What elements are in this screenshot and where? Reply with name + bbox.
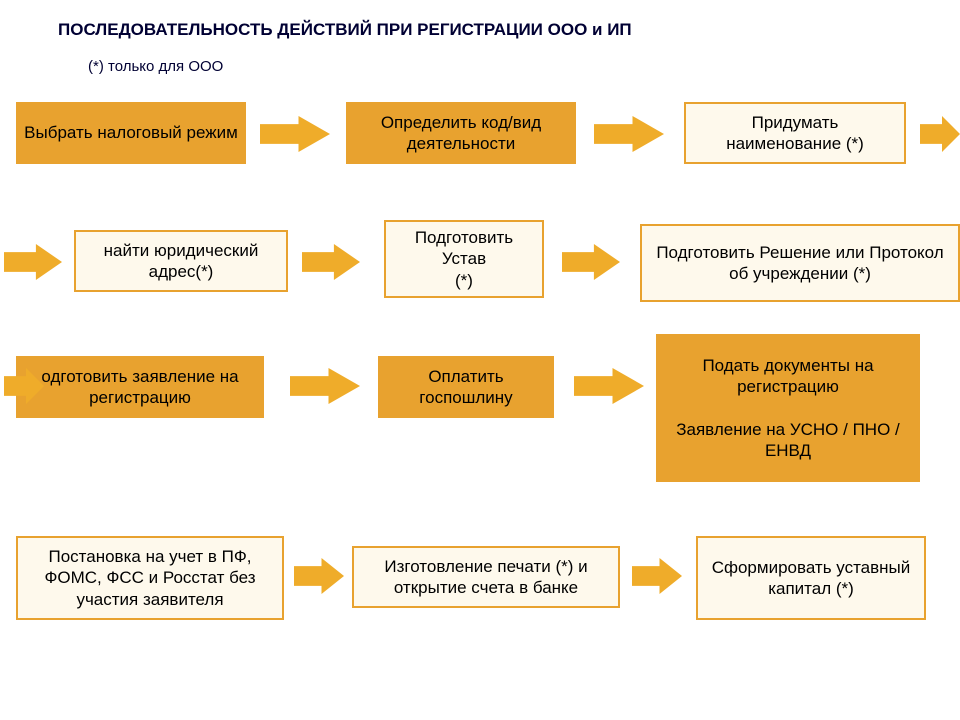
arrow-right-icon (920, 116, 960, 152)
flow-box-label: Придумать наименование (*) (692, 112, 898, 155)
flow-box-b8: Оплатить госпошлину (378, 356, 554, 418)
arrow-right-icon (594, 116, 664, 152)
flow-box-b1: Выбрать налоговый режим (16, 102, 246, 164)
flow-box-b9: Подать документы на регистрацию Заявлени… (656, 334, 920, 482)
flow-box-label: Постановка на учет в ПФ, ФОМС, ФСС и Рос… (24, 546, 276, 610)
flow-box-b5: Подготовить Устав (*) (384, 220, 544, 298)
arrow-right-icon (4, 368, 44, 404)
flow-box-label: Сформировать уставный капитал (*) (704, 557, 918, 600)
flow-box-label: Оплатить госпошлину (384, 366, 548, 409)
flow-box-label: Выбрать налоговый режим (24, 122, 238, 143)
flow-box-label: одготовить заявление на регистрацию (22, 366, 258, 409)
diagram-subtitle: (*) только для ООО (88, 58, 223, 75)
flow-box-b11: Изготовление печати (*) и открытие счета… (352, 546, 620, 608)
flow-box-b3: Придумать наименование (*) (684, 102, 906, 164)
flow-box-b2: Определить код/вид деятельности (346, 102, 576, 164)
arrow-right-icon (4, 244, 62, 280)
arrow-right-icon (574, 368, 644, 404)
flow-box-b6: Подготовить Решение или Протокол об учре… (640, 224, 960, 302)
arrow-right-icon (294, 558, 344, 594)
flow-box-label: Изготовление печати (*) и открытие счета… (360, 556, 612, 599)
arrow-right-icon (632, 558, 682, 594)
arrow-right-icon (290, 368, 360, 404)
flow-box-label: Подготовить Устав (*) (392, 227, 536, 291)
diagram-title: ПОСЛЕДОВАТЕЛЬНОСТЬ ДЕЙСТВИЙ ПРИ РЕГИСТРА… (58, 20, 632, 40)
flow-box-b12: Сформировать уставный капитал (*) (696, 536, 926, 620)
flow-box-b10: Постановка на учет в ПФ, ФОМС, ФСС и Рос… (16, 536, 284, 620)
flow-box-label: Определить код/вид деятельности (352, 112, 570, 155)
arrow-right-icon (260, 116, 330, 152)
flow-box-b7: одготовить заявление на регистрацию (16, 356, 264, 418)
flow-box-label: Подать документы на регистрацию Заявлени… (662, 355, 914, 461)
flow-box-b4: найти юридический адрес(*) (74, 230, 288, 292)
arrow-right-icon (562, 244, 620, 280)
flow-box-label: найти юридический адрес(*) (82, 240, 280, 283)
flow-box-label: Подготовить Решение или Протокол об учре… (656, 242, 943, 285)
arrow-right-icon (302, 244, 360, 280)
